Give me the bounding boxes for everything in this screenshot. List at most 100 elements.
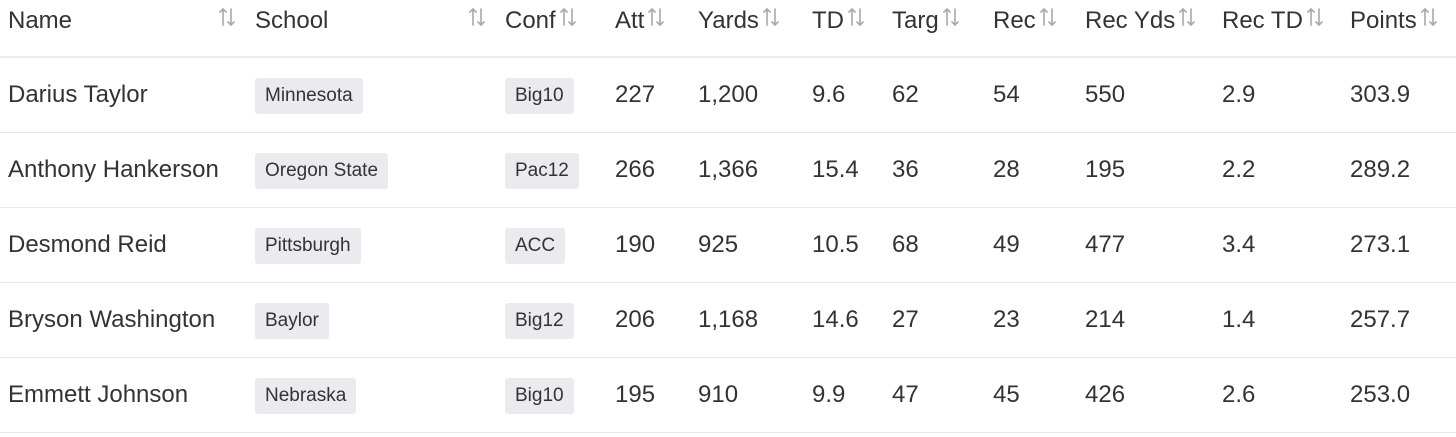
column-header[interactable]: Targ — [892, 6, 993, 36]
table-cell: 1.4 — [1222, 306, 1256, 333]
column-title: Name — [8, 7, 73, 34]
table-cell: Emmett Johnson — [8, 381, 189, 408]
table-cell: 14.6 — [812, 306, 859, 333]
table-cell: 49 — [993, 231, 1020, 258]
sort-button[interactable] — [644, 6, 665, 36]
column-header[interactable]: TD — [812, 6, 892, 36]
column-header[interactable]: Rec TD — [1222, 6, 1350, 36]
sort-button[interactable] — [844, 6, 864, 36]
sort-icon — [648, 7, 665, 27]
table-cell: 206 — [615, 306, 656, 333]
column-header[interactable]: Rec Yds — [1085, 6, 1222, 36]
column-title: Rec — [993, 7, 1036, 34]
table-cell: 477 — [1085, 231, 1126, 258]
sort-button[interactable] — [1417, 6, 1437, 36]
table-cell: 28 — [993, 156, 1020, 183]
table-cell: ACC — [505, 226, 615, 264]
table-cell: 10.5 — [812, 231, 859, 258]
column-title: Conf — [505, 7, 556, 34]
table-row: Desmond Reid Pittsburgh ACC 190 925 10.5 68 49 4… — [0, 208, 1456, 283]
table-cell: 68 — [892, 231, 919, 258]
conference-tag: Big10 — [505, 78, 574, 114]
column-title: Rec Yds — [1085, 7, 1176, 34]
sort-button[interactable] — [759, 6, 779, 36]
table-cell: Darius Taylor — [8, 81, 148, 108]
column-header[interactable]: Conf — [505, 6, 615, 36]
column-title: Att — [615, 7, 645, 34]
conference-tag: Pac12 — [505, 153, 579, 189]
table-cell: 214 — [1085, 306, 1126, 333]
table-cell: 45 — [993, 381, 1020, 408]
table-cell: Big12 — [505, 301, 615, 339]
table-cell: 190 — [615, 231, 656, 258]
table-cell: 1,200 — [698, 81, 759, 108]
table-cell: Bryson Washington — [8, 306, 216, 333]
table-cell: Pac12 — [505, 151, 615, 189]
table-cell: 2.9 — [1222, 81, 1256, 108]
school-tag: Baylor — [255, 303, 329, 339]
table-cell: 426 — [1085, 381, 1126, 408]
table-cell: 1,168 — [698, 306, 759, 333]
table-cell: 15.4 — [812, 156, 859, 183]
school-tag: Nebraska — [255, 378, 357, 414]
column-title: Yards — [698, 7, 759, 34]
table-cell: 27 — [892, 306, 919, 333]
sort-button[interactable] — [1303, 6, 1323, 36]
sort-icon — [219, 7, 235, 27]
sort-button[interactable] — [215, 6, 235, 36]
column-title: Targ — [892, 7, 939, 34]
table-cell: 1,366 — [698, 156, 759, 183]
table-cell: 257.7 — [1350, 306, 1411, 333]
sort-button[interactable] — [939, 6, 959, 36]
table-cell: 47 — [892, 381, 919, 408]
table-cell: Nebraska — [255, 376, 505, 414]
table-cell: 2.2 — [1222, 156, 1256, 183]
column-header[interactable]: Points — [1350, 6, 1456, 36]
table-cell: 54 — [993, 81, 1020, 108]
table-cell: Big10 — [505, 376, 615, 414]
sort-icon — [942, 7, 959, 27]
sort-icon — [848, 7, 864, 27]
column-header[interactable]: Yards — [698, 6, 812, 36]
column-header[interactable]: Name — [8, 6, 255, 36]
sort-icon — [1179, 7, 1196, 27]
table-cell: Minnesota — [255, 76, 505, 114]
sort-icon — [1307, 7, 1323, 27]
sort-icon — [763, 7, 779, 27]
header-row: Name School Conf Att Yards TD Targ Rec Rec Yds Re… — [0, 0, 1456, 58]
table-cell: 550 — [1085, 81, 1126, 108]
table-row: Anthony Hankerson Oregon State Pac12 266 1,3… — [0, 133, 1456, 208]
column-title: School — [255, 7, 329, 34]
sort-icon — [469, 7, 485, 27]
school-tag: Minnesota — [255, 78, 363, 114]
sort-icon — [1039, 7, 1056, 27]
table-cell: 2.6 — [1222, 381, 1256, 408]
table-cell: 303.9 — [1350, 81, 1411, 108]
column-title: Rec TD — [1222, 7, 1303, 34]
school-tag: Pittsburgh — [255, 228, 361, 264]
table-cell: 289.2 — [1350, 156, 1411, 183]
table-cell: 195 — [615, 381, 656, 408]
column-header[interactable]: Rec — [993, 6, 1085, 36]
table-cell: 253.0 — [1350, 381, 1411, 408]
table-cell: 36 — [892, 156, 919, 183]
table-cell: 910 — [698, 381, 739, 408]
sort-icon — [1420, 7, 1437, 27]
sort-button[interactable] — [465, 6, 485, 36]
table-cell: 925 — [698, 231, 739, 258]
table-cell: 9.9 — [812, 381, 846, 408]
column-header[interactable]: Att — [615, 6, 698, 36]
column-title: TD — [812, 7, 844, 34]
sort-button[interactable] — [556, 6, 576, 36]
conference-tag: Big12 — [505, 303, 574, 339]
table-cell: 266 — [615, 156, 656, 183]
column-header[interactable]: School — [255, 6, 505, 36]
sort-button[interactable] — [1175, 6, 1196, 36]
conference-tag: Big10 — [505, 378, 574, 414]
table-row: Emmett Johnson Nebraska Big10 195 910 9.9 47 45… — [0, 358, 1456, 433]
sort-button[interactable] — [1036, 6, 1056, 36]
table-row: Bryson Washington Baylor Big12 206 1,168 14.6… — [0, 283, 1456, 358]
table-cell: Desmond Reid — [8, 231, 167, 258]
